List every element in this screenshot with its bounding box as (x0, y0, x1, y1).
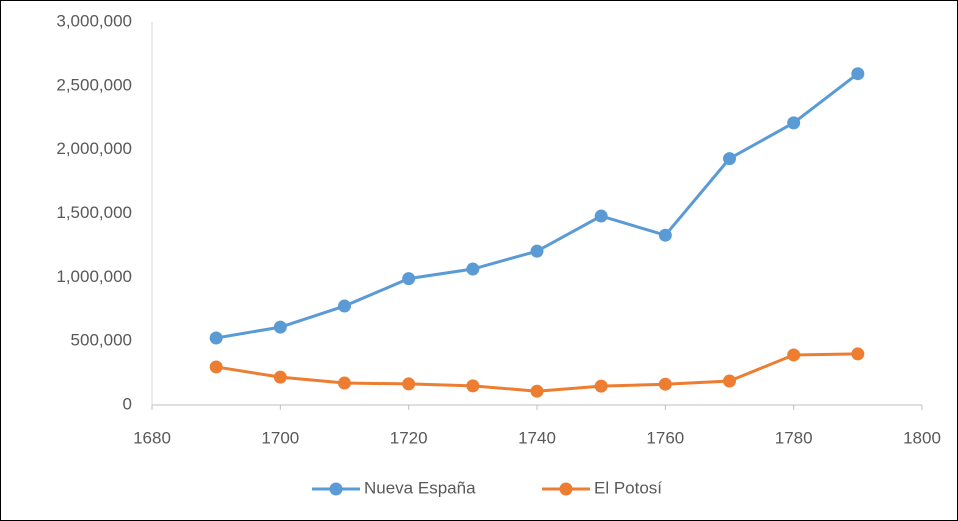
y-tick-label: 1,000,000 (56, 267, 132, 286)
point (594, 209, 608, 223)
point (658, 377, 672, 391)
point (851, 67, 865, 81)
legend-marker (329, 482, 343, 496)
point (723, 152, 736, 166)
point (723, 374, 736, 388)
point (402, 377, 416, 391)
point (787, 116, 801, 130)
point (273, 320, 287, 334)
point (594, 379, 608, 393)
y-tick-label: 2,000,000 (56, 139, 132, 158)
point (466, 379, 480, 393)
point (209, 360, 223, 374)
point (851, 347, 865, 361)
point (658, 228, 672, 242)
point (402, 272, 416, 286)
point (338, 299, 351, 313)
x-tick-label: 1800 (903, 428, 941, 447)
point (530, 384, 544, 398)
point (273, 370, 287, 384)
point (787, 348, 801, 362)
y-tick-label: 1,500,000 (56, 203, 132, 222)
x-tick-label: 1700 (261, 428, 299, 447)
x-tick-label: 1680 (133, 428, 171, 447)
legend-marker (559, 482, 573, 496)
legend-label: Nueva España (364, 478, 476, 497)
point (466, 262, 480, 276)
x-tick-label: 1720 (390, 428, 428, 447)
x-tick-label: 1760 (646, 428, 684, 447)
x-tick-label: 1780 (775, 428, 813, 447)
point (530, 244, 544, 258)
y-tick-label: 3,000,000 (56, 11, 132, 30)
point (338, 376, 351, 390)
x-tick-label: 1740 (518, 428, 556, 447)
point (209, 331, 223, 345)
y-tick-label: 500,000 (71, 331, 132, 350)
y-tick-label: 0 (123, 394, 132, 413)
legend-label: El Potosí (594, 478, 662, 497)
y-tick-label: 2,500,000 (56, 75, 132, 94)
